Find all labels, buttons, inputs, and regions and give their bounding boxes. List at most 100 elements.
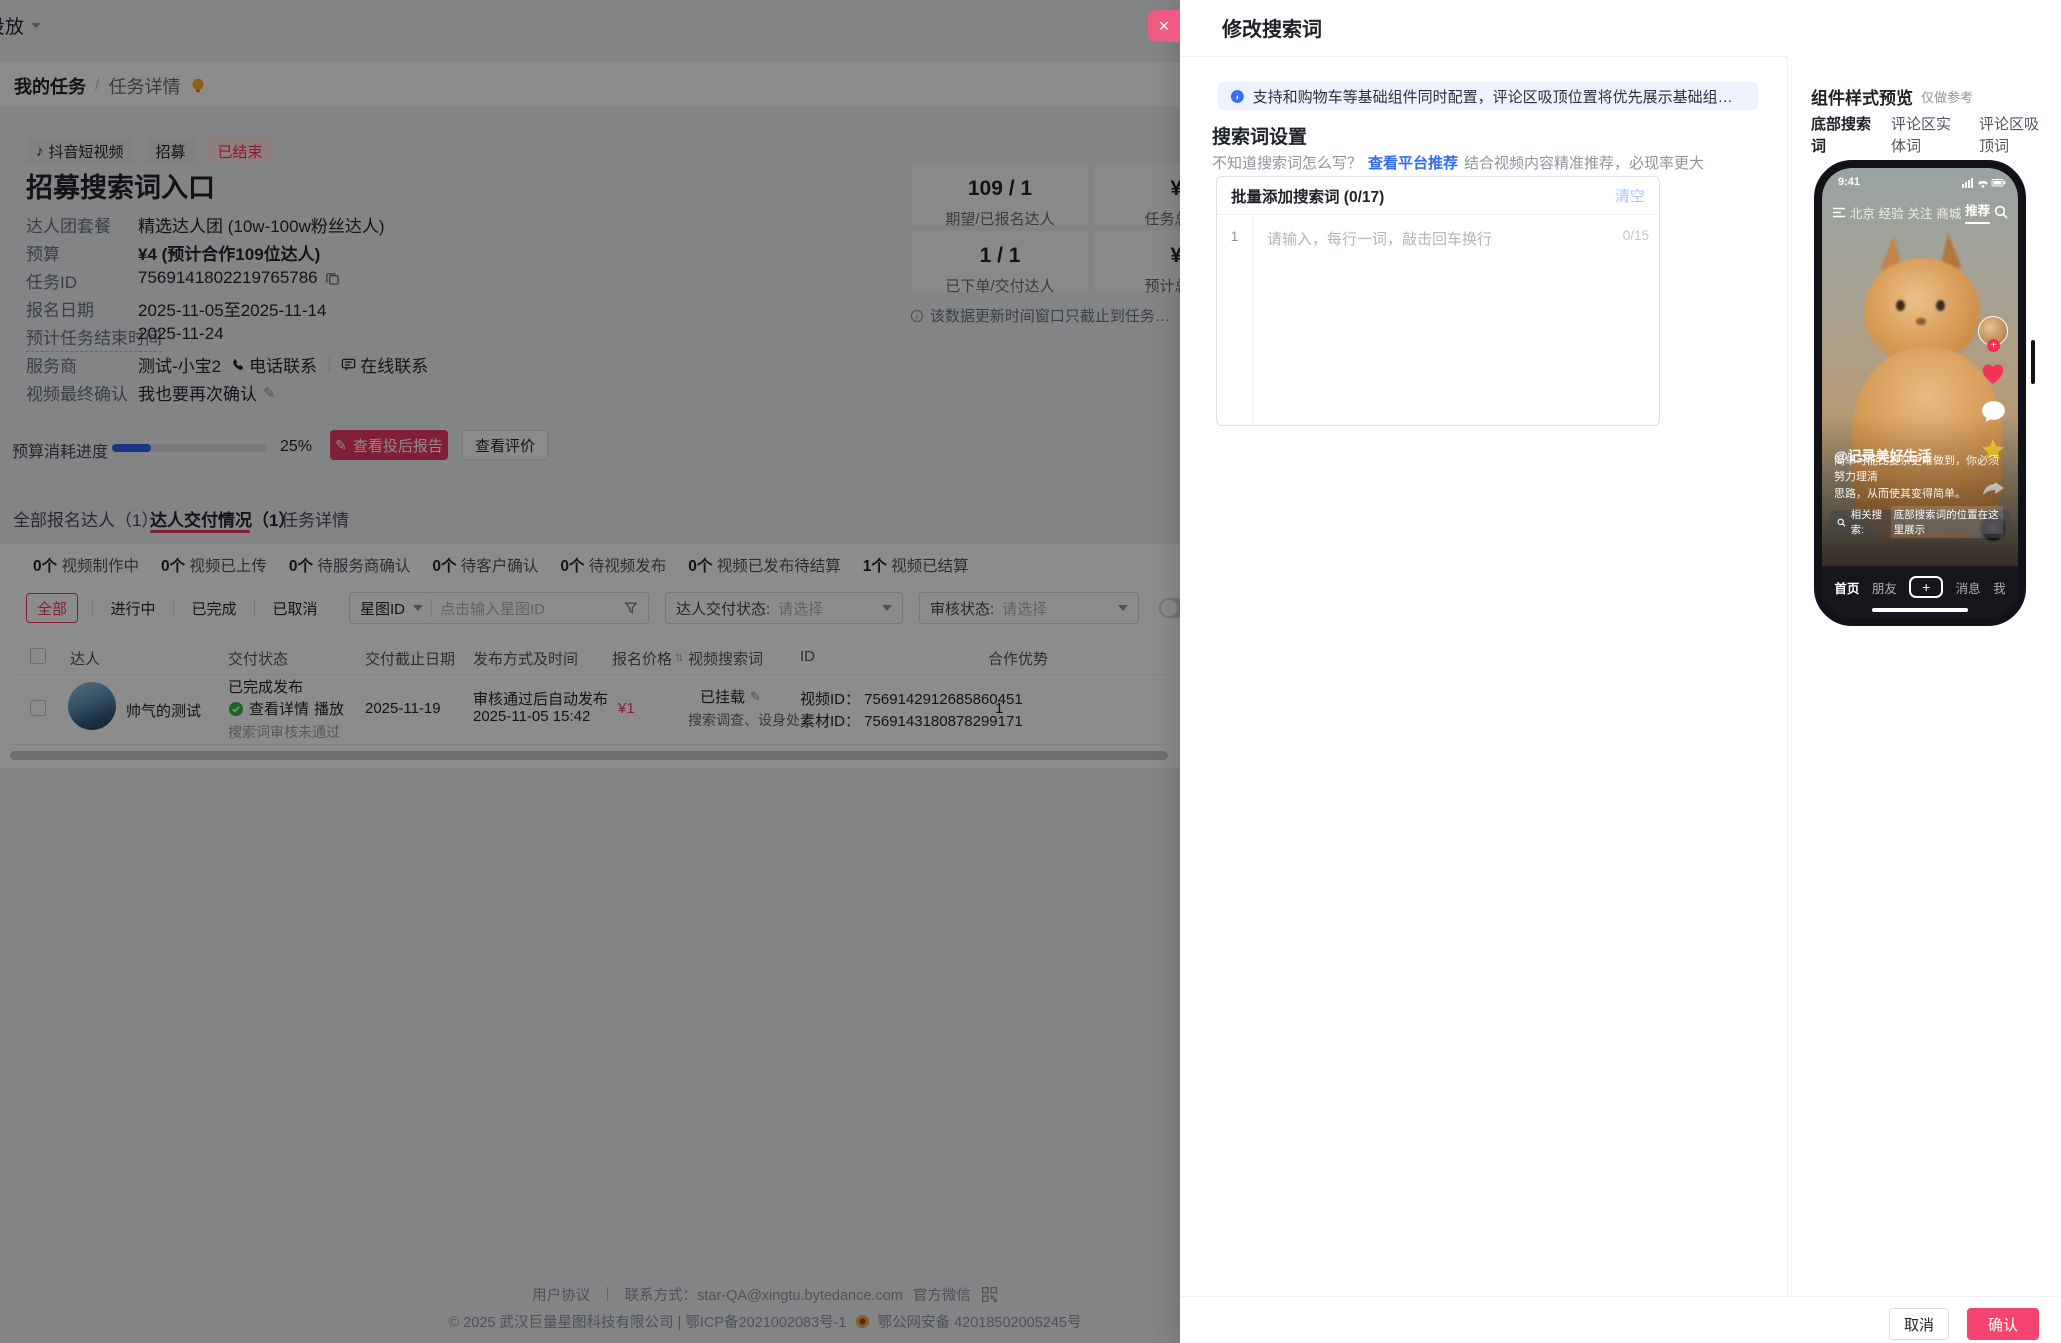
- preview-tab-comment-pinned[interactable]: 评论区吸顶词: [1979, 116, 2040, 155]
- info-banner: 支持和购物车等基础组件同时配置，评论区吸顶位置将优先展示基础组件，暂不支持和直播…: [1218, 82, 1758, 110]
- col-search-terms: 视频搜索词: [688, 651, 764, 668]
- row-search-terms[interactable]: 搜索调查、设身处...: [688, 712, 812, 728]
- preview-subtitle: 仅做参考: [1921, 90, 1974, 105]
- search-edit-icon[interactable]: ✎: [750, 688, 761, 704]
- post-report-button[interactable]: ✎ 查看投后报告: [330, 430, 448, 460]
- follow-plus-badge[interactable]: +: [1987, 339, 2000, 352]
- budget-progress-fill: [112, 444, 151, 452]
- field-label-end-time: 预计任务结束时间: [26, 324, 162, 352]
- field-value-signup-date: 2025-11-05至2025-11-14: [138, 301, 327, 320]
- drawer-footer-divider: [1180, 1296, 2061, 1297]
- phone-username[interactable]: @记录美好生活: [1834, 448, 1932, 464]
- info-circle-icon: [910, 309, 924, 322]
- filter-done-button[interactable]: 已完成: [191, 600, 237, 618]
- phone-search-icon[interactable]: [1994, 205, 2008, 219]
- creator-name[interactable]: 帅气的测试: [126, 703, 202, 720]
- preview-tab-comment-entity[interactable]: 评论区实体词: [1891, 116, 1952, 155]
- phone-nav-mall[interactable]: 商城: [1936, 206, 1962, 221]
- row-view-detail-link[interactable]: 查看详情: [249, 701, 310, 718]
- contact-divider: |: [327, 355, 332, 373]
- row-play-link[interactable]: 播放: [314, 701, 345, 718]
- keyword-input[interactable]: 请输入，每行一词，敲击回车换行: [1267, 231, 1493, 248]
- table-select-all-checkbox[interactable]: [30, 648, 46, 664]
- field-value-package: 精选达人团 (10w-100w粉丝达人): [138, 217, 385, 236]
- row-publish-time: 2025-11-05 15:42: [473, 708, 591, 725]
- active-tab-underline: [150, 530, 250, 533]
- audit-status-select[interactable]: 审核状态: 请选择: [919, 592, 1139, 624]
- nav-delivery-menu[interactable]: 投放: [0, 17, 25, 38]
- platform-recommend-link[interactable]: 查看平台推荐: [1368, 155, 1459, 172]
- breadcrumb-my-tasks[interactable]: 我的任务: [14, 77, 86, 97]
- douyin-note-icon: ♪: [36, 142, 44, 160]
- phone-tab-me[interactable]: 我: [1993, 581, 2006, 596]
- breadcrumb-task-detail: 任务详情: [108, 77, 181, 97]
- chat-icon: [342, 358, 356, 371]
- hamburger-menu-icon[interactable]: [1832, 207, 1846, 218]
- field-value-final-confirm: 我也要再次确认: [138, 385, 257, 404]
- preview-title: 组件样式预览: [1811, 89, 1913, 108]
- phone-nav-experience[interactable]: 经验: [1878, 206, 1904, 221]
- tab-all-creators[interactable]: 全部报名达人（1）: [13, 511, 159, 530]
- phone-create-button[interactable]: +: [1909, 576, 1944, 598]
- review-button[interactable]: 查看评价: [462, 430, 548, 460]
- confirm-button[interactable]: 确认: [1967, 1308, 2039, 1340]
- hint-bulb-icon[interactable]: [189, 77, 207, 95]
- section-title: 搜索词设置: [1212, 127, 1308, 148]
- online-contact-button[interactable]: 在线联系: [341, 352, 428, 377]
- phone-time: 9:41: [1838, 176, 1861, 188]
- report-pencil-icon: ✎: [335, 436, 347, 453]
- phone-nav-follow[interactable]: 关注: [1907, 206, 1933, 221]
- batch-box-title: 批量添加搜索词 (0/17): [1231, 188, 1385, 206]
- filter-all-button[interactable]: 全部: [26, 593, 78, 623]
- row-video-id: 视频ID： 7569142912685860451: [800, 691, 1023, 708]
- col-price[interactable]: 报名价格: [612, 651, 673, 668]
- field-label-service-provider: 服务商: [26, 357, 77, 376]
- filter-funnel-icon[interactable]: [624, 601, 638, 615]
- edit-search-terms-drawer: × 修改搜索词 支持和购物车等基础组件同时配置，评论区吸顶位置将优先展示基础组件…: [1148, 0, 2061, 1343]
- phone-nav-recommend[interactable]: 推荐: [1965, 200, 1991, 224]
- phone-icon: [233, 358, 244, 370]
- footer-terms-link[interactable]: 用户协议: [532, 1288, 591, 1304]
- footer-wechat[interactable]: 官方微信: [912, 1288, 971, 1304]
- copy-icon[interactable]: [325, 271, 340, 286]
- qr-code-icon[interactable]: [981, 1286, 998, 1303]
- drawer-close-button[interactable]: ×: [1148, 10, 1180, 42]
- like-heart-icon[interactable]: [1980, 361, 2006, 385]
- tab-delivery-status[interactable]: 达人交付情况（1）: [150, 511, 296, 530]
- col-id: ID: [800, 648, 815, 665]
- phone-tab-home[interactable]: 首页: [1834, 581, 1860, 596]
- edit-icon[interactable]: ✎: [263, 384, 276, 402]
- drawer-header-divider: [1180, 56, 1787, 57]
- filter-inprogress-button[interactable]: 进行中: [110, 600, 156, 618]
- xingtu-id-combo[interactable]: 星图ID 点击输入星图ID: [349, 592, 649, 624]
- field-value-service-provider: 测试-小宝2: [138, 357, 222, 376]
- preview-tab-bottom-search[interactable]: 底部搜索词: [1811, 116, 1872, 155]
- phone-nav-city[interactable]: 北京: [1849, 206, 1875, 221]
- row-status-sub: 搜索词审核未通过: [228, 724, 340, 740]
- tab-task-detail[interactable]: 任务详情: [281, 511, 349, 530]
- horizontal-scrollbar[interactable]: [10, 751, 1168, 760]
- info-icon: [1230, 89, 1244, 103]
- delivery-status-select[interactable]: 达人交付状态: 请选择: [665, 592, 903, 624]
- col-deadline: 交付截止日期: [365, 651, 456, 668]
- stat-card-creators: 109 / 1 期望/已报名达人: [912, 164, 1088, 228]
- table-header-divider: [10, 674, 1170, 675]
- phone-contact-button[interactable]: 电话联系: [231, 352, 317, 377]
- chevron-down-icon: [31, 23, 42, 28]
- cancel-button[interactable]: 取消: [1889, 1308, 1949, 1340]
- row-checkbox[interactable]: [30, 700, 46, 716]
- phone-tab-friends[interactable]: 朋友: [1871, 581, 1897, 596]
- sort-icon[interactable]: ⇅: [675, 653, 684, 664]
- phone-caption: 简单可能比复杂更难做到，你必须努力理清 思路，从而使其变得简单。: [1834, 454, 1999, 500]
- filter-cancelled-button[interactable]: 已取消: [272, 600, 318, 618]
- footer-police[interactable]: 鄂公网安备 42018502005245号: [877, 1315, 1082, 1331]
- field-label-budget: 预算: [26, 245, 60, 264]
- related-search-bar[interactable]: 相关搜索: 底部搜索词的位置在这里展示: [1829, 506, 2011, 538]
- field-value-budget: ¥4 (预计合作109位达人): [138, 245, 321, 264]
- police-badge-icon: [855, 1314, 869, 1329]
- col-creator: 达人: [70, 651, 101, 668]
- clear-button[interactable]: 清空: [1614, 188, 1645, 205]
- phone-tab-messages[interactable]: 消息: [1955, 581, 1981, 596]
- field-label-signup-date: 报名日期: [26, 301, 94, 320]
- row-deadline: 2025-11-19: [365, 700, 441, 717]
